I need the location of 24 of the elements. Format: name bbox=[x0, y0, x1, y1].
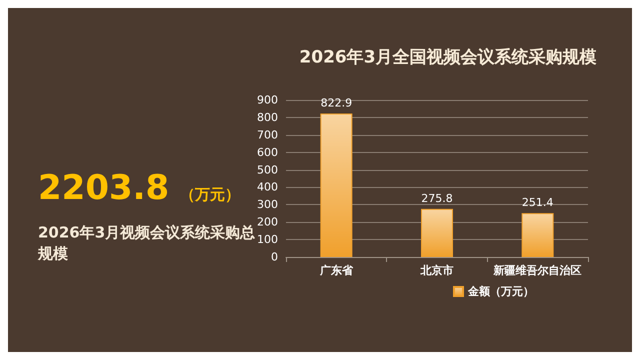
bar bbox=[320, 113, 352, 257]
y-tick-label: 500 bbox=[257, 163, 278, 176]
y-tick-label: 900 bbox=[257, 94, 278, 106]
y-tick-label: 600 bbox=[257, 146, 278, 159]
text: 2203.8 bbox=[38, 168, 170, 208]
y-tick-label: 800 bbox=[257, 110, 278, 124]
data-label: 251.4 bbox=[522, 196, 554, 210]
y-tick-label: 0 bbox=[271, 250, 278, 264]
data-label: 275.8 bbox=[421, 192, 453, 205]
x-tick-label: 北京市 bbox=[420, 264, 454, 277]
y-tick-label: 100 bbox=[257, 233, 278, 246]
chart-title: 2026年3月全国视频会议系统采购规模 bbox=[299, 48, 597, 68]
bar bbox=[522, 213, 554, 257]
text: （万元） bbox=[180, 186, 240, 204]
data-label: 822.9 bbox=[320, 96, 352, 110]
y-tick-label: 700 bbox=[257, 128, 278, 142]
bar bbox=[421, 208, 453, 257]
y-tick-label: 300 bbox=[257, 198, 278, 212]
x-tick-label: 广东省 bbox=[318, 264, 354, 277]
x-tick-label: 新疆维吾尔自治区 bbox=[492, 264, 582, 277]
y-tick-label: 200 bbox=[257, 216, 278, 229]
legend-label: 金额（万元） bbox=[467, 285, 534, 298]
y-tick-label: 400 bbox=[257, 180, 278, 194]
text: 2026年3月视频会议系统采购总规模 bbox=[37, 224, 256, 262]
